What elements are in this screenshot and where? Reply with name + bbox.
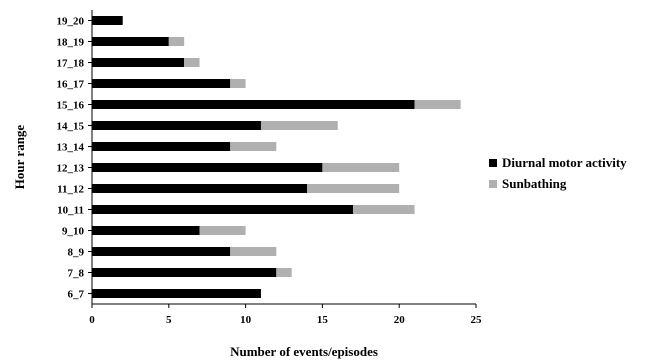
- y-tick-label: 15_16: [57, 100, 85, 112]
- bar-motor-6_7: [92, 289, 261, 298]
- legend: Diurnal motor activity Sunbathing: [489, 155, 627, 191]
- x-tick-label: 25: [471, 314, 483, 326]
- y-tick-label: 6_7: [68, 289, 85, 301]
- bar-motor-15_16: [92, 100, 415, 109]
- x-ticks: 0 5 10 15 20 25: [89, 304, 482, 326]
- bar-sunbathing-16_17: [230, 79, 246, 88]
- y-tick-label: 7_8: [68, 268, 85, 280]
- y-tick-label: 14_15: [57, 121, 85, 133]
- bar-sunbathing-8_9: [230, 247, 277, 256]
- bar-sunbathing-14_15: [260, 121, 338, 130]
- bar-sunbathing-9_10: [199, 226, 246, 235]
- x-tick-label: 10: [240, 314, 252, 326]
- bar-motor-17_18: [92, 58, 185, 67]
- y-axis-title: Hour range: [12, 125, 27, 190]
- x-axis-title: Number of events/episodes: [230, 344, 378, 359]
- bar-sunbathing-18_19: [168, 37, 185, 46]
- plot-area: [92, 16, 461, 298]
- bar-sunbathing-13_14: [230, 142, 277, 151]
- y-tick-label: 12_13: [57, 163, 85, 175]
- bar-sunbathing-17_18: [184, 58, 200, 67]
- y-ticks: 6_7 7_8 8_9 9_10 10_11 11_12 12_13 13_14 14_15 15…: [57, 16, 92, 301]
- bar-motor-13_14: [92, 142, 231, 151]
- y-tick-label: 11_12: [57, 184, 84, 196]
- bar-motor-16_17: [92, 79, 231, 88]
- bar-sunbathing-12_13: [322, 163, 400, 172]
- legend-label-sunbathing: Sunbathing: [502, 176, 567, 191]
- bar-motor-8_9: [92, 247, 231, 256]
- bar-motor-14_15: [92, 121, 261, 130]
- bar-motor-19_20: [92, 16, 123, 25]
- y-tick-label: 18_19: [57, 37, 85, 49]
- y-tick-label: 9_10: [62, 226, 85, 238]
- y-tick-label: 8_9: [68, 247, 85, 259]
- bar-motor-11_12: [92, 184, 308, 193]
- bar-sunbathing-7_8: [276, 268, 292, 277]
- x-tick-label: 15: [317, 314, 329, 326]
- y-tick-label: 19_20: [57, 16, 85, 28]
- bar-motor-12_13: [92, 163, 323, 172]
- legend-swatch-sunbathing: [489, 180, 497, 188]
- legend-swatch-motor: [489, 159, 497, 167]
- x-tick-label: 5: [166, 314, 172, 326]
- y-tick-label: 17_18: [57, 58, 85, 70]
- bar-motor-7_8: [92, 268, 277, 277]
- bar-motor-18_19: [92, 37, 169, 46]
- y-tick-label: 13_14: [57, 142, 85, 154]
- bar-motor-10_11: [92, 205, 354, 214]
- bar-sunbathing-15_16: [414, 100, 461, 109]
- bar-sunbathing-10_11: [353, 205, 415, 214]
- bar-sunbathing-11_12: [307, 184, 400, 193]
- x-tick-label: 0: [89, 314, 95, 326]
- bar-motor-9_10: [92, 226, 200, 235]
- x-tick-label: 20: [394, 314, 406, 326]
- legend-label-motor: Diurnal motor activity: [502, 155, 627, 170]
- y-tick-label: 10_11: [57, 205, 84, 217]
- y-tick-label: 16_17: [57, 79, 85, 91]
